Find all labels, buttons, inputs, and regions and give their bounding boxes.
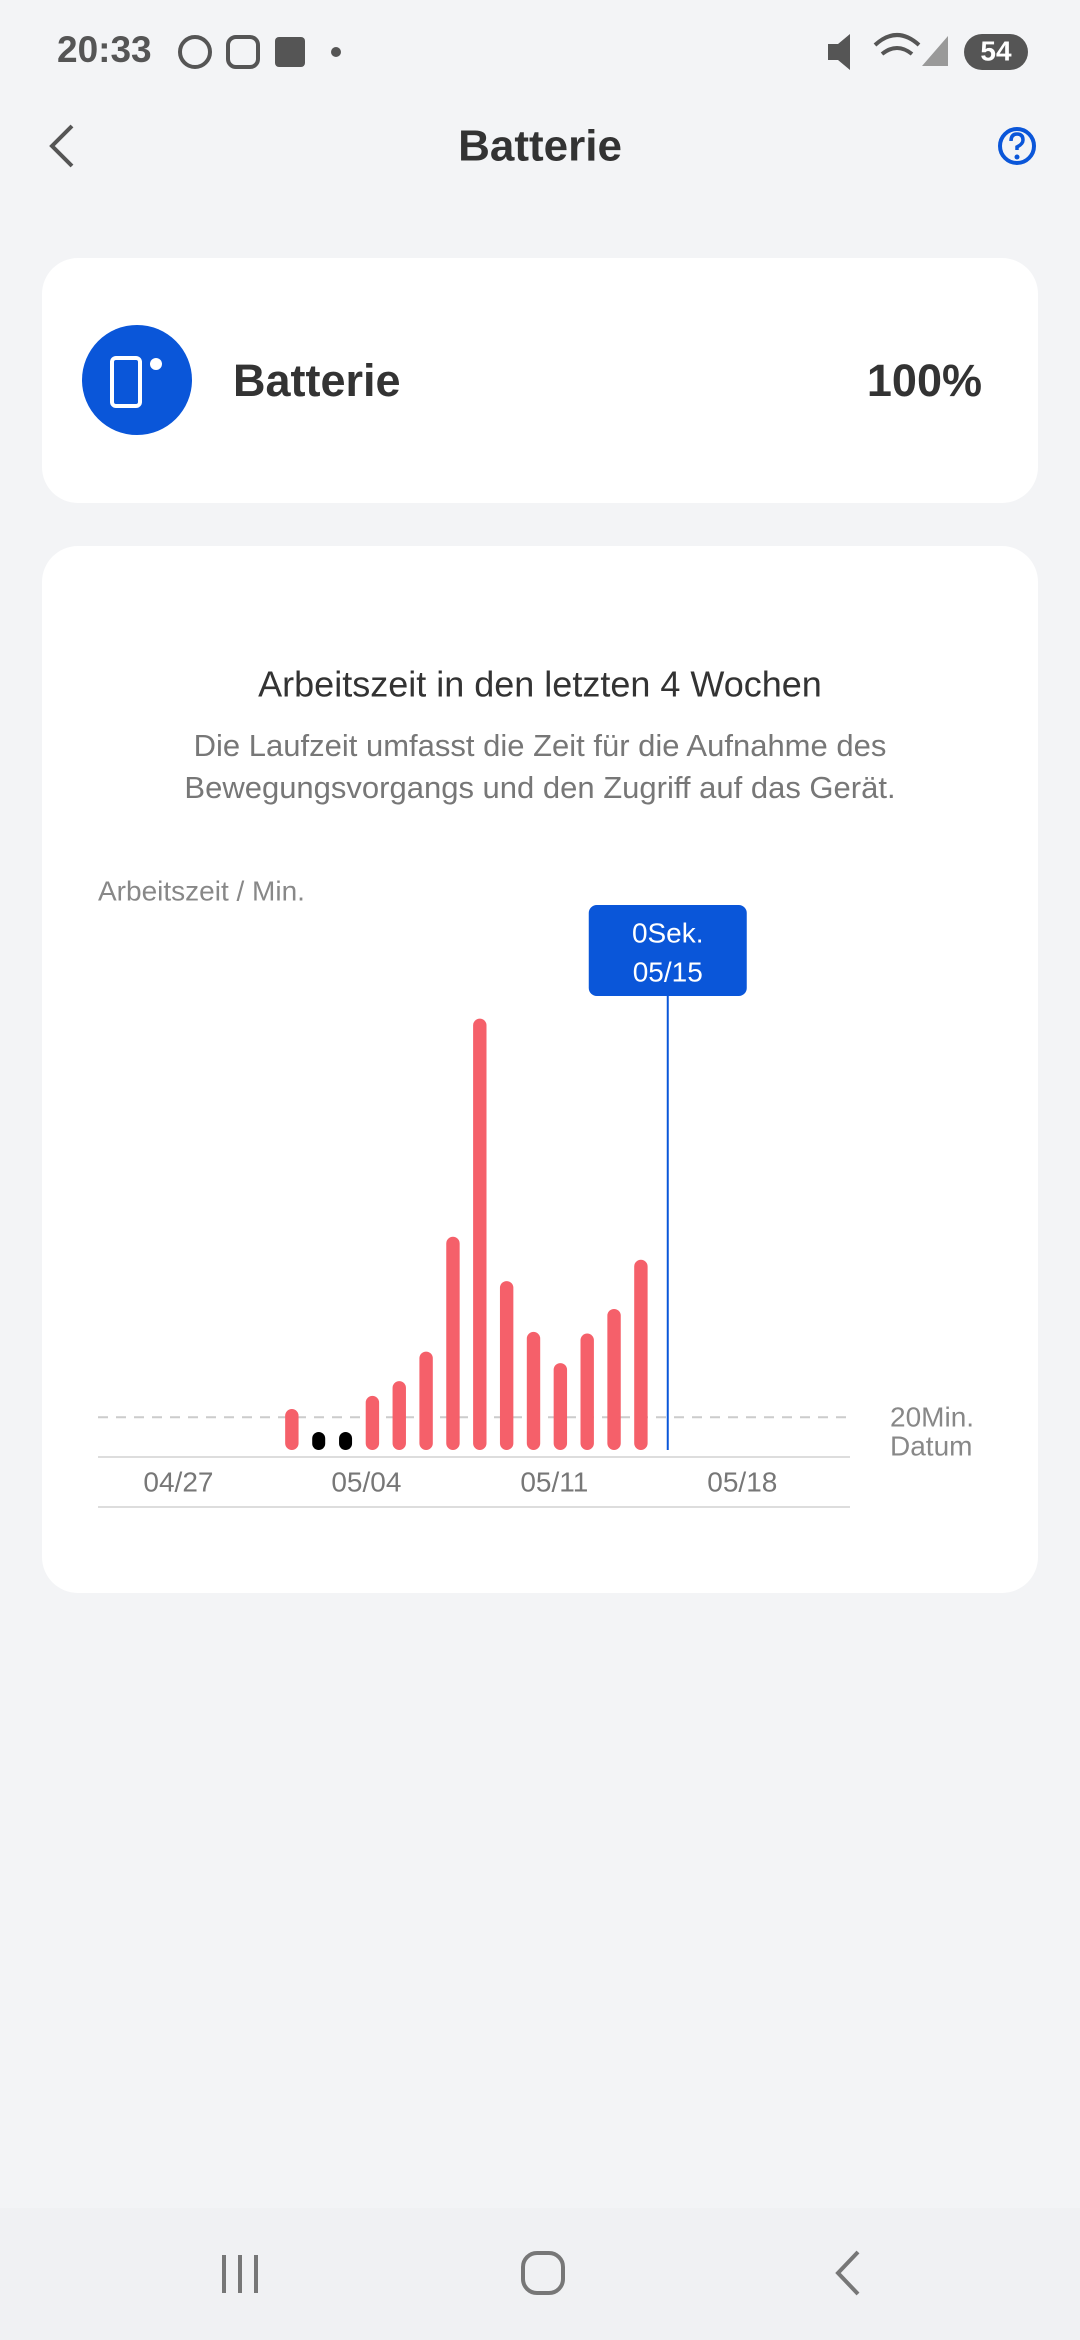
battery-card xyxy=(42,258,1038,503)
battery-level: 54 xyxy=(980,35,1012,66)
help-circle[interactable] xyxy=(998,127,1036,165)
bar xyxy=(499,1281,514,1450)
battery-percent: 100% xyxy=(867,355,982,406)
zero-marker xyxy=(339,1432,353,1450)
zero-marker xyxy=(312,1432,326,1450)
recents-button[interactable] xyxy=(222,2255,258,2293)
battery-badge xyxy=(964,34,1028,70)
status-time: 20:33 xyxy=(57,29,152,70)
x-axis-label: Datum xyxy=(890,1430,972,1461)
bar xyxy=(553,1363,568,1450)
signal-icon xyxy=(922,36,948,66)
tooltip-date: 05/15 xyxy=(633,956,703,987)
bar xyxy=(392,1381,406,1450)
battery-label: Batterie xyxy=(233,355,401,406)
chart-description: Bewegungsvorgangs und den Zugriff auf da… xyxy=(184,770,895,805)
help-mark[interactable] xyxy=(1009,132,1025,150)
bar xyxy=(473,1018,487,1450)
battery-icon-sun xyxy=(150,358,162,370)
nav-bar xyxy=(0,2208,1080,2340)
x-tick-label: 05/11 xyxy=(520,1466,588,1497)
x-tick-label: 04/27 xyxy=(143,1466,213,1497)
bar xyxy=(446,1236,460,1450)
bar xyxy=(365,1395,380,1450)
x-tick-label: 05/04 xyxy=(331,1466,401,1497)
bar xyxy=(607,1308,621,1450)
help-button[interactable] xyxy=(998,127,1036,165)
chart-card xyxy=(42,546,1038,1593)
y-axis-label: Arbeitszeit / Min. xyxy=(98,875,305,906)
bar xyxy=(526,1331,541,1450)
help-dot[interactable] xyxy=(1014,154,1020,160)
gallery-icon xyxy=(275,37,305,67)
battery-icon xyxy=(82,325,192,435)
instagram-icon xyxy=(226,35,260,69)
bar xyxy=(285,1409,299,1450)
chart-description: Die Laufzeit umfasst die Zeit für die Au… xyxy=(194,728,887,763)
dot xyxy=(331,47,341,57)
battery-icon-body xyxy=(110,356,142,408)
page-title: Batterie xyxy=(458,122,622,171)
wifi-icon xyxy=(873,33,921,56)
x-tick-label: 05/18 xyxy=(707,1466,777,1497)
bar xyxy=(634,1259,648,1450)
tooltip-box xyxy=(588,905,747,996)
plot: 20Min. 04/27 05/04 05/11 05/18 0Sek. 05/15 xyxy=(98,905,974,1497)
bar xyxy=(419,1351,433,1450)
back-button[interactable] xyxy=(49,124,74,168)
whatsapp-icon xyxy=(178,35,212,69)
nav-back-button[interactable] xyxy=(835,2250,860,2296)
home-button[interactable] xyxy=(521,2251,565,2295)
tooltip-value: 0Sek. xyxy=(632,917,704,948)
reference-label: 20Min. xyxy=(890,1402,974,1433)
mute-icon xyxy=(828,34,850,70)
chart-title: Arbeitszeit in den letzten 4 Wochen xyxy=(258,664,822,705)
bar xyxy=(580,1333,594,1450)
